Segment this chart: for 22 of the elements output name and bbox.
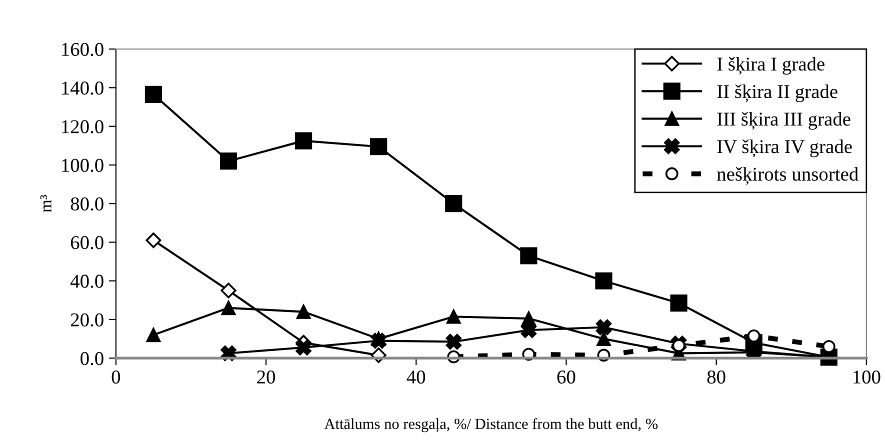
x-axis-title: Attālums no resgaļa, %/ Distance from the butt end, % bbox=[324, 418, 658, 432]
x-tick-label: 80 bbox=[707, 370, 726, 384]
x-tick-label: 60 bbox=[557, 370, 576, 384]
legend-label: I šķira I grade bbox=[717, 56, 824, 75]
y-tick-label: 0.0 bbox=[80, 352, 104, 366]
y-axis-title: m³ bbox=[40, 194, 52, 212]
y-tick-label: 60.0 bbox=[70, 236, 104, 250]
y-tick-label: 120.0 bbox=[62, 120, 104, 134]
y-tick-label: 20.0 bbox=[70, 313, 104, 327]
y-tick-label: 100.0 bbox=[62, 158, 104, 172]
legend-label: IV šķira IV grade bbox=[717, 140, 852, 158]
y-tick-label: 140.0 bbox=[62, 82, 104, 95]
x-tick-label: 40 bbox=[406, 370, 426, 384]
x-tick-label: 100 bbox=[854, 370, 880, 384]
legend-label: III šķira III grade bbox=[717, 112, 850, 130]
y-tick-label: 40.0 bbox=[70, 274, 104, 288]
legend-label: nešķirots unsorted bbox=[717, 167, 858, 185]
x-tick-label: 0 bbox=[112, 370, 120, 384]
x-tick-label: 20 bbox=[257, 370, 276, 384]
y-tick-label: 160.0 bbox=[62, 42, 104, 56]
y-tick-label: 80.0 bbox=[70, 197, 104, 211]
legend-label: II šķira II grade bbox=[717, 84, 838, 102]
